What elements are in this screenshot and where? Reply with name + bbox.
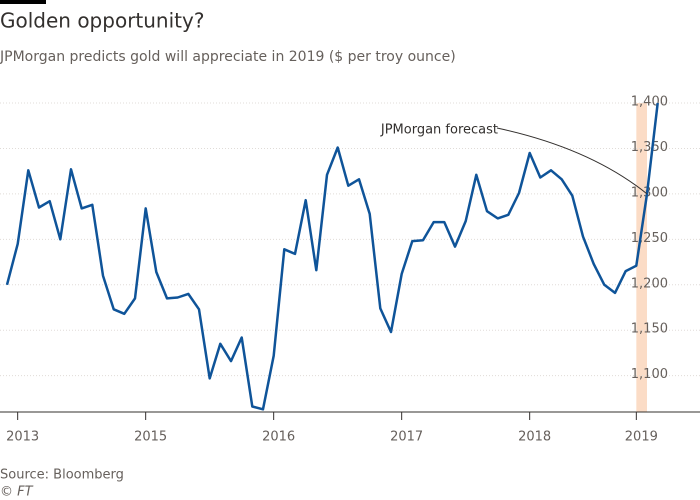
y-tick-label: 1,150	[631, 322, 668, 337]
y-tick-label: 1,100	[631, 367, 668, 382]
brand-bar	[0, 0, 46, 4]
chart-title: Golden opportunity?	[0, 9, 204, 33]
line-series	[5, 102, 659, 411]
annotation-connector	[496, 127, 648, 195]
x-tick-label: 2017	[390, 430, 423, 445]
forecast-band	[636, 103, 647, 412]
annotation: JPMorgan forecast	[380, 123, 498, 138]
y-tick-label: 1,400	[631, 95, 668, 110]
source: Source: Bloomberg	[0, 468, 124, 483]
x-tick-label: 2015	[134, 430, 167, 445]
y-tick-label: 1,200	[631, 276, 668, 291]
chart-subtitle: JPMorgan predicts gold will appreciate i…	[0, 49, 456, 65]
credit: © FT	[0, 485, 34, 500]
y-tick-label: 1,350	[631, 140, 668, 155]
x-tick-label: 2016	[262, 430, 295, 445]
x-tick-label: 2013	[6, 430, 39, 445]
y-tick-label: 1,300	[631, 185, 668, 200]
x-tick-label: 2019	[625, 430, 658, 445]
y-tick-label: 1,250	[631, 231, 668, 246]
x-tick-label: 2018	[518, 430, 551, 445]
